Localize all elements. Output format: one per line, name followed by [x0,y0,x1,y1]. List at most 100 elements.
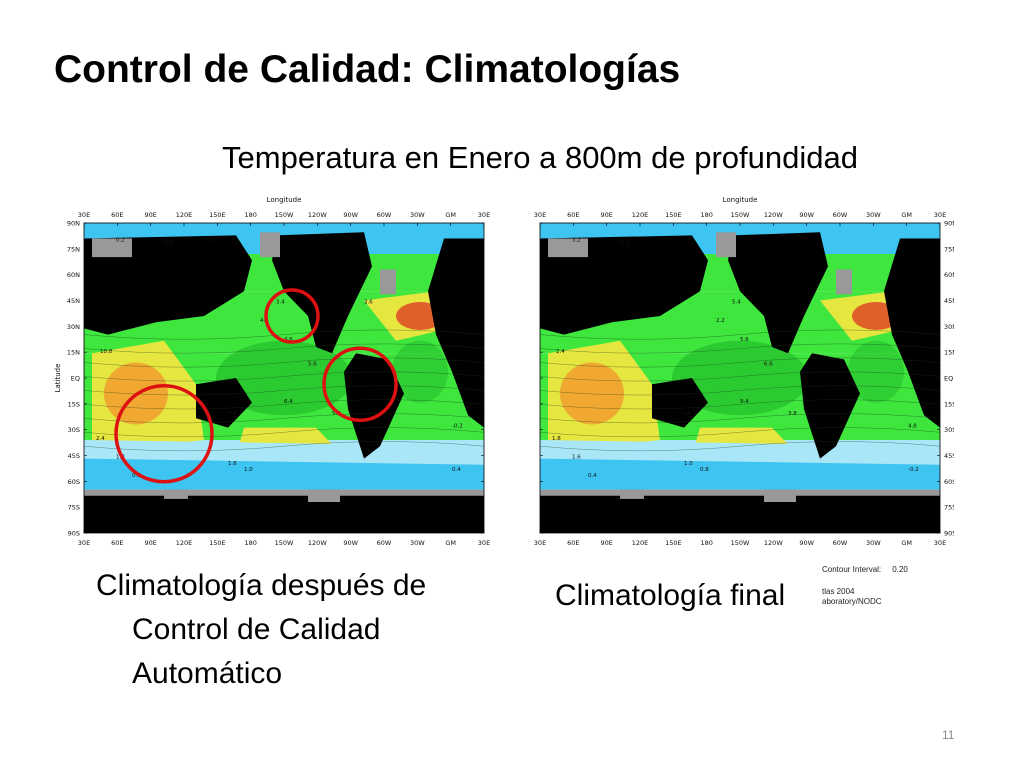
contour-line [83,441,485,452]
contour-line [83,399,485,410]
contour-label: 3.6 [364,300,373,306]
longitude-tick-bottom: 150E [209,539,226,547]
contour-label: 1.6 [572,455,581,461]
latitude-tick: EQ [944,375,953,383]
latitude-tick: 30S [944,426,954,434]
contour-label: 9.4 [740,399,749,405]
no-data-patch [380,269,396,295]
latitude-tick: 15N [944,349,954,357]
no-data-patch [716,232,736,258]
latitude-tick: 90S [68,530,80,538]
contour-label: 4.8 [908,424,917,430]
ocean-patch [392,340,448,403]
longitude-tick-top: GM [901,211,912,219]
contour-line [539,413,941,424]
longitude-tick-top: 60E [567,211,579,219]
contour-label: 2.4 [556,349,565,355]
contour-label: 6.6 [764,362,773,368]
no-data-patch [164,489,188,499]
contour-label: 7.0 [228,411,237,417]
longitude-tick-top: 60W [377,211,392,219]
longitude-tick-bottom: 30E [934,539,946,547]
longitude-tick-bottom: 90E [144,539,156,547]
contour-line [539,343,941,354]
contour-label: -0.2 [452,424,463,430]
latitude-tick: 45N [67,297,80,305]
latitude-tick: 60S [944,478,954,486]
longitude-tick-top: 30E [478,211,490,219]
latitude-tick: 45S [944,452,954,460]
latitude-tick: 75S [944,504,954,512]
contour-label: 6.4 [284,399,293,405]
highlight-circle [322,346,398,422]
contour-interval-label: Contour Interval: [822,565,882,574]
longitude-tick-top: 150W [731,211,750,219]
contour-label: 0.2 [116,238,125,244]
contour-line [539,371,941,382]
latitude-tick: 15S [68,400,80,408]
map-before-qc: 0.2 0.0 -0.0 3.4 4.6 5.6 6.4 7.0 10.8 2.4 1.8 1.6 1.… [52,193,498,550]
longitude-tick-bottom: 120E [632,539,649,547]
no-data-patch [260,232,280,258]
longitude-tick-bottom: 30W [866,539,881,547]
map-final-figure: 3.2 4.4 5.0 5.4 5.6 6.6 9.4 10.0 2.4 1.8 1.6 1.0 0.8… [534,196,954,547]
contour-interval-note: Contour Interval: 0.20 [822,565,908,574]
longitude-tick-top: 120W [308,211,327,219]
contour-label: 1.0 [244,467,253,473]
longitude-tick-bottom: 180 [244,539,256,547]
longitude-tick-bottom: 150W [731,539,750,547]
longitude-tick-top: 30E [534,211,546,219]
land-mass [728,232,828,354]
land-mass [344,353,404,459]
latitude-tick: 60N [944,271,954,279]
contour-label: 3.2 [572,238,581,244]
contour-label: 4.4 [260,318,269,324]
slide-subtitle: Temperatura en Enero a 800m de profundid… [222,140,858,175]
southern-band [84,458,484,490]
no-data-patch [92,238,132,258]
no-data-patch [764,489,796,502]
longitude-tick-top: 90W [799,211,814,219]
no-data-patch [548,238,588,258]
contour-label: 2.2 [716,318,725,324]
longitude-tick-bottom: 60E [567,539,579,547]
latitude-tick: 45S [68,452,80,460]
longitude-tick-top: 150E [665,211,682,219]
contour-line [83,385,485,396]
contour-line [83,413,485,424]
contour-line [83,371,485,382]
contour-label: 3.8 [788,411,797,417]
contour-label: 4.4 [620,241,629,247]
contour-label: 5.4 [732,300,741,306]
contour-line [539,427,941,438]
map-before-qc-figure: 0.20.0-0.03.44.65.66.47.010.82.41.81.61.… [54,196,490,547]
latitude-tick: 75S [68,504,80,512]
ocean-patch [672,340,808,416]
land-mass [272,232,372,354]
longitude-tick-bottom: 60E [111,539,123,547]
contour-label: 1.8 [552,436,561,442]
longitude-tick-bottom: 150W [275,539,294,547]
contour-label: 10.8 [100,349,113,355]
atlas-note: tlas 2004 [822,587,855,596]
slide-title: Control de Calidad: Climatologías [54,48,681,91]
longitude-tick-top: 60E [111,211,123,219]
contour-label: 2.4 [96,436,105,442]
longitude-tick-top: GM [445,211,456,219]
latitude-tick: 45N [944,297,954,305]
contour-label: 0.8 [132,473,141,479]
caption-before-qc: Climatología después de Control de Calid… [96,564,426,696]
land-mass [428,238,484,428]
hot-region [560,362,624,425]
longitude-tick-top: 120E [632,211,649,219]
longitude-tick-bottom: 30E [478,539,490,547]
caption-before-qc-line1: Climatología después de [96,569,427,602]
longitude-tick-bottom: GM [901,539,912,547]
longitude-tick-bottom: 30W [410,539,425,547]
contour-line [539,441,941,452]
longitude-tick-top: 30E [78,211,90,219]
caption-final: Climatología final [555,579,786,612]
longitude-tick-bottom: 60W [833,539,848,547]
contour-line [83,357,485,368]
longitude-tick-bottom: GM [445,539,456,547]
